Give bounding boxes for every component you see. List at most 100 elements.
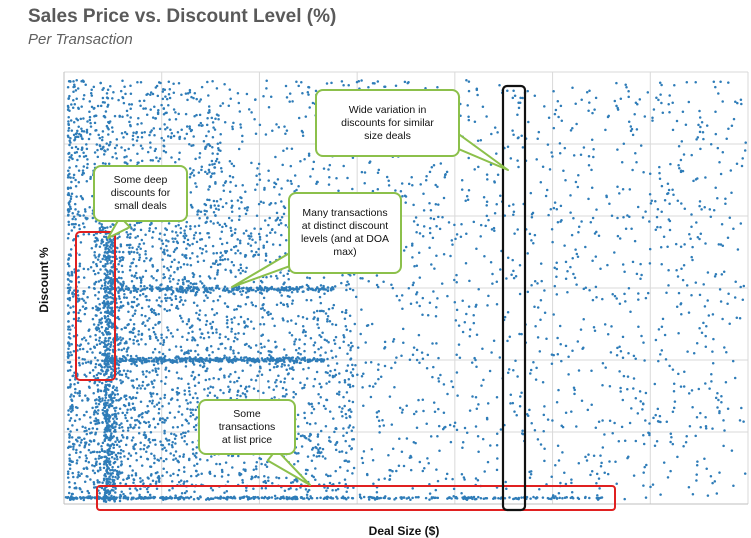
data-point (83, 276, 86, 279)
data-point (376, 416, 379, 419)
data-point (67, 287, 70, 290)
data-point (194, 409, 197, 412)
data-point (439, 228, 442, 231)
data-point (674, 400, 677, 403)
data-point (529, 233, 532, 236)
data-point (460, 223, 463, 226)
data-point (715, 133, 718, 136)
data-point (338, 391, 341, 394)
data-point (466, 431, 469, 434)
data-point (209, 292, 212, 295)
data-point (352, 375, 355, 378)
data-point (99, 463, 102, 466)
data-point (435, 203, 438, 206)
data-point (212, 262, 215, 265)
data-point (75, 195, 78, 198)
data-point (511, 129, 514, 132)
data-point (196, 241, 199, 244)
data-point (574, 248, 577, 251)
data-point (481, 347, 484, 350)
data-point (614, 100, 617, 103)
data-point (273, 366, 276, 369)
data-point (506, 340, 509, 343)
data-point (552, 354, 555, 357)
data-point (157, 423, 160, 426)
data-point (695, 479, 698, 482)
data-point (281, 363, 284, 366)
data-point (349, 288, 352, 291)
data-point (509, 336, 512, 339)
data-point (473, 221, 476, 224)
data-point (176, 371, 179, 374)
data-point (234, 275, 237, 278)
data-point (83, 430, 86, 433)
data-point (181, 254, 184, 256)
data-point (221, 226, 224, 229)
data-point (320, 346, 323, 349)
data-point (627, 352, 630, 355)
data-point (248, 108, 251, 111)
data-point (297, 315, 300, 318)
data-point (116, 144, 119, 147)
data-point (289, 92, 292, 95)
data-point (683, 264, 686, 267)
data-point (180, 128, 183, 131)
data-point (199, 458, 202, 461)
data-point (621, 161, 624, 164)
data-point (179, 315, 182, 318)
data-point (77, 107, 80, 110)
data-point (401, 451, 404, 454)
data-point (111, 456, 114, 459)
data-point (206, 297, 209, 300)
data-point (286, 96, 289, 99)
data-point (72, 476, 75, 479)
data-point (171, 480, 174, 483)
data-point (70, 181, 73, 184)
data-point (667, 269, 670, 272)
data-point (717, 92, 720, 95)
data-point (386, 176, 389, 179)
data-point (259, 323, 262, 326)
data-point (430, 435, 433, 438)
data-point (715, 273, 718, 276)
data-point (331, 307, 334, 310)
data-point (167, 135, 170, 138)
data-point (435, 306, 438, 309)
data-point (67, 278, 70, 281)
data-point (406, 437, 409, 440)
data-point (68, 454, 71, 457)
data-point (148, 438, 151, 441)
data-point (598, 477, 601, 480)
data-point (266, 234, 269, 237)
data-point (186, 263, 189, 266)
data-point (67, 351, 70, 354)
data-point (636, 128, 639, 131)
data-point (255, 251, 258, 254)
data-point (107, 296, 110, 299)
data-point (272, 389, 275, 392)
data-point (626, 388, 629, 391)
data-point (249, 364, 252, 367)
data-point (377, 188, 380, 191)
data-point (716, 406, 719, 409)
data-point (145, 257, 148, 260)
data-point (526, 252, 529, 255)
data-point (200, 332, 203, 335)
data-point (307, 455, 310, 458)
data-point (446, 171, 449, 174)
data-point (151, 236, 154, 239)
data-point (129, 492, 132, 495)
data-point (138, 330, 141, 333)
data-point (117, 263, 120, 266)
data-point (177, 377, 180, 380)
data-point (120, 277, 123, 280)
data-point (132, 138, 135, 141)
data-point (149, 392, 152, 395)
data-point (94, 433, 97, 436)
data-point (82, 222, 85, 225)
data-point (317, 327, 320, 330)
data-point (520, 135, 523, 138)
data-point (229, 88, 232, 91)
data-point (494, 126, 497, 129)
data-point (258, 457, 261, 460)
